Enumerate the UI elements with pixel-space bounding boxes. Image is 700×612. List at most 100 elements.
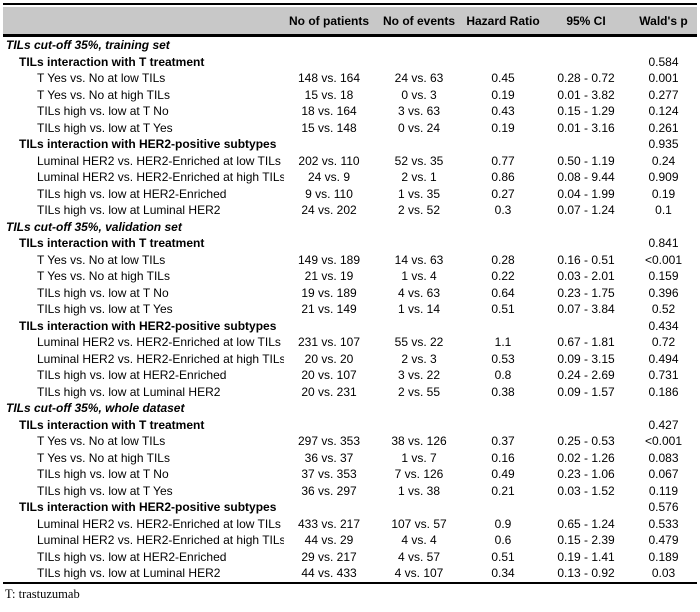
cell-events bbox=[374, 54, 464, 71]
cell-ci bbox=[542, 400, 630, 417]
cell-events bbox=[374, 499, 464, 516]
cell-patients: 231 vs. 107 bbox=[297, 335, 361, 350]
cell-hazard-ratio: 0.6 bbox=[494, 533, 512, 548]
row-label: Luminal HER2 vs. HER2-Enriched at low TI… bbox=[37, 153, 281, 168]
cell-walds-p: 0.001 bbox=[648, 71, 679, 86]
table-row: T Yes vs. No at high TILs 21 vs. 19 1 vs. … bbox=[3, 268, 697, 285]
row-label: TILs interaction with T treatment bbox=[19, 236, 205, 251]
cell-patients bbox=[284, 36, 374, 54]
cell-hazard-ratio: 0.38 bbox=[491, 384, 515, 399]
row-label: TILs high vs. low at T Yes bbox=[37, 302, 173, 317]
cell-hazard-ratio: 0.64 bbox=[491, 285, 515, 300]
cell-patients: 24 vs. 202 bbox=[301, 203, 357, 218]
cell-events: 14 vs. 63 bbox=[394, 252, 444, 267]
row-label: T Yes vs. No at low TILs bbox=[37, 252, 166, 267]
cell-hazard-ratio bbox=[464, 54, 542, 71]
cell-hazard-ratio: 0.22 bbox=[491, 269, 515, 284]
cell-events bbox=[374, 318, 464, 335]
row-label: T Yes vs. No at low TILs bbox=[37, 434, 166, 449]
cell-events: 1 vs. 4 bbox=[401, 269, 437, 284]
cell-ci: 0.01 - 3.16 bbox=[557, 120, 615, 135]
cell-events: 4 vs. 107 bbox=[394, 566, 444, 581]
cell-ci: 0.07 - 1.24 bbox=[557, 203, 615, 218]
cell-walds-p bbox=[630, 400, 697, 417]
row-label: TILs high vs. low at T No bbox=[37, 104, 169, 119]
cell-hazard-ratio: 0.16 bbox=[491, 450, 515, 465]
table-row: TILs cut-off 35%, training set bbox=[3, 36, 697, 54]
cell-patients: 149 vs. 189 bbox=[297, 252, 361, 267]
cell-walds-p: 0.584 bbox=[648, 54, 679, 69]
table-row: TILs high vs. low at Luminal HER2 44 vs. … bbox=[3, 565, 697, 583]
cell-ci: 0.04 - 1.99 bbox=[557, 186, 615, 201]
cell-events: 24 vs. 63 bbox=[394, 71, 444, 86]
cell-hazard-ratio: 1.1 bbox=[494, 335, 512, 350]
table-row: T Yes vs. No at high TILs 15 vs. 18 0 vs. … bbox=[3, 87, 697, 104]
cell-ci bbox=[542, 417, 630, 434]
cell-ci: 0.09 - 1.57 bbox=[557, 384, 615, 399]
row-label: TILs high vs. low at Luminal HER2 bbox=[37, 566, 221, 581]
row-label: TILs high vs. low at Luminal HER2 bbox=[37, 203, 221, 218]
table-row: TILs interaction with T treatment 0.427 bbox=[3, 417, 697, 434]
row-label: TILs interaction with T treatment bbox=[19, 417, 205, 432]
cell-patients: 20 vs. 107 bbox=[301, 368, 357, 383]
cell-walds-p: 0.396 bbox=[648, 285, 679, 300]
cell-walds-p: 0.909 bbox=[648, 170, 679, 185]
cell-hazard-ratio: 0.49 bbox=[491, 467, 515, 482]
cell-events: 107 vs. 57 bbox=[391, 516, 447, 531]
cell-events: 2 vs. 1 bbox=[401, 170, 437, 185]
table-body: TILs cut-off 35%, training set TILs inter… bbox=[3, 36, 697, 583]
table-top-border bbox=[3, 3, 697, 5]
cell-patients bbox=[284, 417, 374, 434]
table-row: Luminal HER2 vs. HER2-Enriched at low TI… bbox=[3, 153, 697, 170]
cell-events: 1 vs. 7 bbox=[401, 450, 437, 465]
cell-hazard-ratio: 0.37 bbox=[491, 434, 515, 449]
table-row: TILs high vs. low at T No 18 vs. 164 3 vs.… bbox=[3, 103, 697, 120]
cell-ci bbox=[542, 318, 630, 335]
cell-events: 3 vs. 63 bbox=[397, 104, 441, 119]
table-row: T Yes vs. No at low TILs 148 vs. 164 24 vs… bbox=[3, 70, 697, 87]
cell-patients: 29 vs. 217 bbox=[301, 549, 357, 564]
cell-walds-p: 0.52 bbox=[651, 302, 676, 317]
row-label: TILs high vs. low at HER2-Enriched bbox=[37, 186, 227, 201]
table-row: TILs interaction with T treatment 0.841 bbox=[3, 235, 697, 252]
table-row: TILs high vs. low at HER2-Enriched 20 vs.… bbox=[3, 367, 697, 384]
cell-walds-p: 0.434 bbox=[648, 318, 679, 333]
cell-events bbox=[374, 400, 464, 417]
cell-patients bbox=[284, 499, 374, 516]
cell-walds-p: 0.479 bbox=[648, 533, 679, 548]
cell-walds-p: 0.1 bbox=[655, 203, 672, 218]
cell-patients bbox=[284, 136, 374, 153]
cell-patients: 24 vs. 9 bbox=[307, 170, 351, 185]
cell-hazard-ratio bbox=[464, 219, 542, 236]
table-row: TILs high vs. low at T Yes 15 vs. 148 0 vs… bbox=[3, 120, 697, 137]
cell-events bbox=[374, 235, 464, 252]
cell-ci bbox=[542, 136, 630, 153]
cell-events: 1 vs. 14 bbox=[397, 302, 441, 317]
cell-events bbox=[374, 417, 464, 434]
cell-patients: 18 vs. 164 bbox=[301, 104, 357, 119]
cell-patients bbox=[284, 235, 374, 252]
cell-patients bbox=[284, 219, 374, 236]
row-label: TILs high vs. low at T No bbox=[37, 285, 169, 300]
cell-walds-p: 0.731 bbox=[648, 368, 679, 383]
row-label: TILs interaction with HER2-positive subt… bbox=[19, 137, 277, 152]
cell-hazard-ratio: 0.51 bbox=[491, 549, 515, 564]
cell-events: 0 vs. 24 bbox=[397, 120, 441, 135]
cell-walds-p bbox=[630, 219, 697, 236]
cell-events: 4 vs. 57 bbox=[397, 549, 441, 564]
cell-patients: 15 vs. 18 bbox=[304, 87, 354, 102]
cell-ci: 0.01 - 3.82 bbox=[557, 87, 615, 102]
cell-ci: 0.65 - 1.24 bbox=[557, 516, 615, 531]
cell-patients: 15 vs. 148 bbox=[301, 120, 357, 135]
cell-ci: 0.24 - 2.69 bbox=[557, 368, 615, 383]
cell-walds-p: 0.24 bbox=[651, 153, 676, 168]
cell-walds-p: 0.067 bbox=[648, 467, 679, 482]
cell-events: 2 vs. 55 bbox=[397, 384, 441, 399]
row-label: T Yes vs. No at high TILs bbox=[37, 450, 170, 465]
cell-hazard-ratio: 0.86 bbox=[491, 170, 515, 185]
cell-events bbox=[374, 219, 464, 236]
column-header-events: No of events bbox=[374, 7, 464, 37]
row-label: TILs cut-off 35%, validation set bbox=[6, 219, 182, 234]
cell-ci: 0.08 - 9.44 bbox=[557, 170, 615, 185]
cell-walds-p: 0.261 bbox=[648, 120, 679, 135]
